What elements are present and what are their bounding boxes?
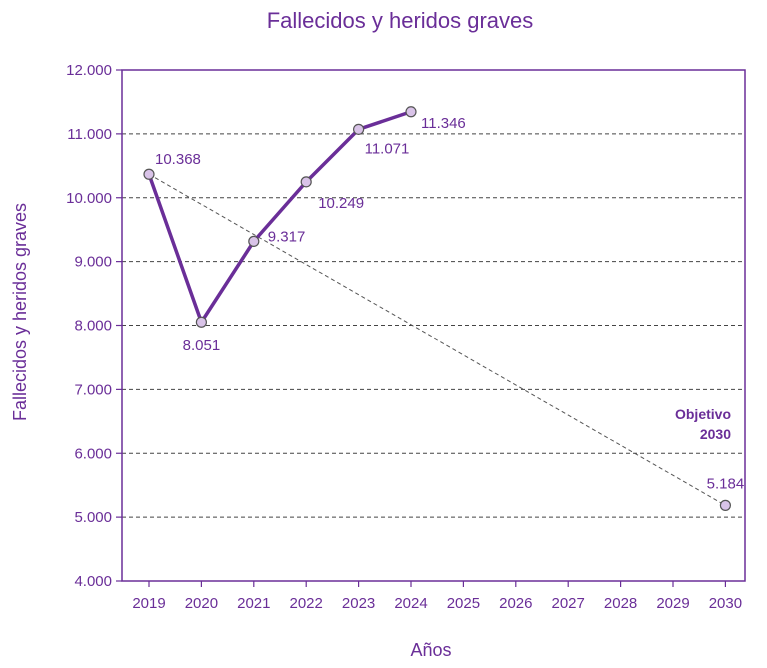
x-tick-label: 2029 xyxy=(656,595,689,612)
data-label: 8.051 xyxy=(183,337,221,354)
x-tick-label: 2026 xyxy=(499,595,532,612)
data-label: 11.071 xyxy=(365,140,410,157)
annotation-line1: Objetivo xyxy=(675,406,731,422)
data-point xyxy=(405,106,417,118)
annotation-line2: 2030 xyxy=(700,426,731,442)
y-tick-label: 5.000 xyxy=(74,509,112,526)
data-label: 10.249 xyxy=(318,195,364,212)
y-tick-label: 9.000 xyxy=(74,254,112,271)
x-tick-label: 2027 xyxy=(552,595,585,612)
y-tick-label: 6.000 xyxy=(74,445,112,462)
y-tick-label: 7.000 xyxy=(74,381,112,398)
data-labels: 10.368 8.051 9.317 10.249 11.071 11.346 5.184 xyxy=(155,115,744,493)
target-series xyxy=(148,173,726,506)
data-points xyxy=(143,106,732,511)
data-point xyxy=(248,235,260,247)
x-tick-label: 2025 xyxy=(447,595,480,612)
data-label: 10.368 xyxy=(155,151,201,168)
x-tick-label: 2023 xyxy=(342,595,375,612)
y-tick-label: 12.000 xyxy=(66,62,112,79)
data-point xyxy=(143,168,155,180)
target-point xyxy=(719,499,732,511)
grid-lines xyxy=(122,133,745,518)
x-tick-label: 2030 xyxy=(709,595,742,612)
x-axis-ticks: 2019 2020 2021 2022 2023 2024 2025 2026 2027 2028… xyxy=(132,581,742,612)
data-label: 11.346 xyxy=(421,115,466,132)
data-point xyxy=(353,123,365,135)
chart-title: Fallecidos y heridos graves xyxy=(267,8,534,33)
x-tick-label: 2021 xyxy=(237,595,270,612)
y-tick-label: 4.000 xyxy=(74,573,112,590)
x-tick-label: 2024 xyxy=(394,595,427,612)
x-tick-label: 2020 xyxy=(185,595,218,612)
main-series xyxy=(147,110,412,324)
y-tick-label: 8.000 xyxy=(74,318,112,335)
y-tick-label: 10.000 xyxy=(66,190,112,207)
main-line xyxy=(147,110,412,324)
data-point xyxy=(300,176,312,188)
target-line xyxy=(148,173,726,506)
data-point xyxy=(195,316,207,328)
x-tick-label: 2028 xyxy=(604,595,637,612)
y-tick-label: 11.000 xyxy=(67,126,112,143)
x-tick-label: 2019 xyxy=(132,595,165,612)
target-label: 5.184 xyxy=(707,475,745,492)
y-axis-ticks: 4.000 5.000 6.000 7.000 8.000 9.000 10.000 11.0… xyxy=(66,62,122,590)
data-label: 9.317 xyxy=(268,228,306,245)
y-axis-label: Fallecidos y heridos graves xyxy=(10,203,30,421)
x-axis-label: Años xyxy=(410,640,451,660)
x-tick-label: 2022 xyxy=(290,595,323,612)
